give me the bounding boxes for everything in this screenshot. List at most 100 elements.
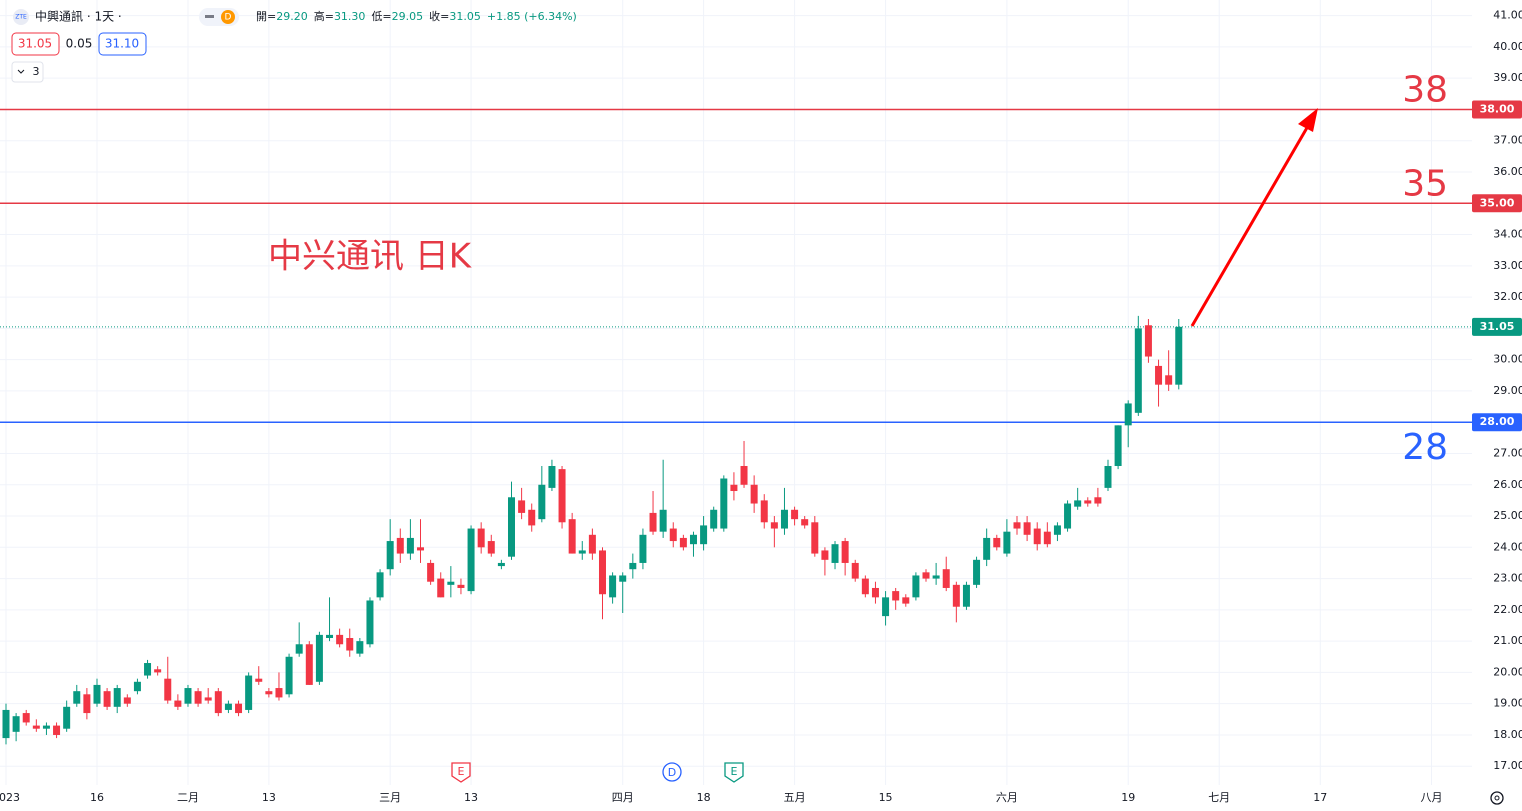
candle-body (457, 584, 465, 588)
event-marker[interactable] (724, 762, 744, 783)
y-tick-label: 26.00 (1493, 478, 1522, 491)
candle-body (32, 725, 40, 729)
bid-box[interactable] (11, 32, 60, 56)
candle-body (346, 638, 354, 651)
y-tick-label: 36.00 (1493, 165, 1522, 178)
y-tick-label: 39.00 (1493, 71, 1522, 84)
candle-body (518, 500, 526, 513)
candle-body (406, 537, 414, 554)
candle-body (801, 519, 809, 526)
ohlc-label: 高= (314, 9, 334, 23)
level-annotation: 28 (1402, 427, 1448, 468)
candle-body (1053, 525, 1061, 535)
candle-body (396, 537, 404, 554)
candle-body (376, 572, 384, 598)
candle-body (366, 600, 374, 645)
settings[interactable] (1490, 791, 1504, 805)
logo-text: ZTE (15, 14, 27, 21)
candle-body (437, 578, 445, 598)
indicator-count[interactable]: 3 (33, 65, 40, 78)
candle-body (184, 688, 192, 704)
candle-body (689, 534, 697, 545)
candle-body (1144, 325, 1152, 357)
candle-body (214, 691, 222, 714)
event-label[interactable]: E (458, 765, 465, 778)
candle-body (568, 519, 576, 554)
price-badge-label: 35.00 (1480, 196, 1515, 209)
level-annotation: 35 (1402, 163, 1448, 204)
y-tick-label: 37.00 (1493, 134, 1522, 147)
candle-body (113, 688, 121, 707)
candle-body (1165, 375, 1173, 385)
candle-body (538, 484, 546, 520)
candle-body (639, 534, 647, 563)
candle-body (326, 634, 334, 639)
candle-body (204, 697, 212, 701)
candle-body (1094, 497, 1102, 504)
ohlc-label: 開= (256, 10, 276, 23)
event-label[interactable]: E (731, 765, 738, 778)
candle-body (1175, 326, 1183, 385)
candle-body (669, 528, 677, 542)
drawn-annotation: 中兴通讯 日K (268, 237, 473, 277)
candle-body (932, 575, 940, 579)
candle-body (487, 541, 495, 554)
y-tick-label: 23.00 (1493, 572, 1522, 585)
candle-body (1124, 403, 1132, 426)
grid (0, 0, 1472, 785)
candle-body (770, 522, 778, 529)
candle-body (598, 550, 606, 595)
candle-body (720, 478, 728, 529)
x-tick-label: 19 (1121, 791, 1135, 804)
candle-body (578, 550, 586, 554)
candle-body (265, 691, 273, 695)
candle-body (750, 484, 758, 504)
candle-body (973, 559, 981, 585)
candle-body (629, 562, 637, 570)
x-tick-label: 四月 (612, 791, 634, 804)
candle-body (528, 509, 536, 526)
indicator-toggle[interactable] (11, 61, 44, 83)
settings-icon[interactable] (1490, 791, 1504, 805)
ohlc-value: 29.20 (276, 10, 308, 23)
candle-body (892, 591, 900, 601)
candle-body (700, 525, 708, 545)
candle-body (1064, 503, 1072, 529)
candle-body (305, 644, 313, 685)
y-tick-label: 17.00 (1493, 759, 1522, 772)
candle-body (1134, 328, 1142, 413)
candle-body (831, 544, 839, 563)
ask[interactable]: 31.10 (105, 37, 139, 51)
time-axis-bg (0, 786, 1522, 811)
candle-body (619, 575, 627, 582)
event-label[interactable]: D (668, 766, 676, 779)
candle-body (93, 684, 101, 704)
candle-body (285, 656, 293, 695)
candle-body (255, 678, 263, 682)
candle-body (912, 575, 920, 598)
candle-body (1084, 500, 1092, 504)
event-marker[interactable] (451, 762, 471, 783)
ohlc-legend: 開=29.20 高=31.30 低=29.05 收=31.05 +1.85 (+6.34… (256, 9, 577, 23)
header: ZTE 中興通訊 · 1天 · D 開=29.20 高=31.30 低=29.05 收… (11, 8, 577, 83)
candle-body (275, 688, 283, 698)
price-axis-bg (1472, 0, 1522, 811)
symbol[interactable]: 中興通訊 · 1天 · (35, 9, 122, 24)
ohlc-value: 31.05 (449, 10, 481, 23)
candle-body (315, 634, 323, 682)
candle-body (144, 663, 152, 676)
candle-body (760, 500, 768, 523)
candle-body (740, 465, 748, 485)
y-tick-label: 30.00 (1493, 353, 1522, 366)
candle-body (235, 703, 243, 714)
candle-body (841, 541, 849, 563)
x-tick-label: 15 (879, 791, 893, 804)
level-annotation: 38 (1402, 69, 1448, 110)
bid[interactable]: 31.05 (18, 37, 52, 51)
candle-body (730, 484, 738, 492)
candle-body (922, 572, 930, 579)
ask-box[interactable] (98, 32, 147, 56)
event-marker[interactable] (662, 762, 682, 782)
candle-body (42, 725, 50, 729)
